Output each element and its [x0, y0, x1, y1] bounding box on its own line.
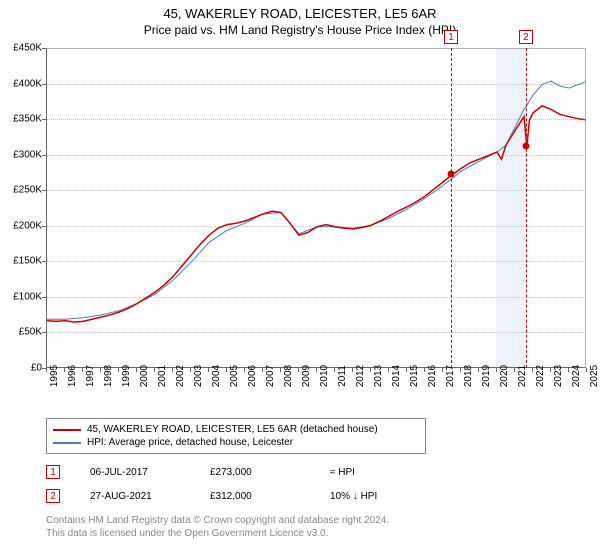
- event-diff-1: ≈ HPI: [330, 467, 440, 478]
- event-marker-box: 1: [444, 30, 458, 44]
- event-vline: [526, 48, 527, 368]
- xtick-label: 2006: [247, 365, 258, 387]
- event-vline: [451, 48, 452, 368]
- event-diff-2: 10% ↓ HPI: [330, 491, 440, 502]
- xtick-label: 2025: [589, 365, 600, 387]
- ytick-label: £100K: [13, 291, 42, 302]
- line-plot: [47, 49, 585, 367]
- event-row-1: 1 06-JUL-2017 £273,000 ≈ HPI: [46, 460, 440, 484]
- xtick-label: 2009: [301, 365, 312, 387]
- ytick-label: £450K: [13, 43, 42, 54]
- attribution: Contains HM Land Registry data © Crown c…: [46, 514, 389, 540]
- ytick-label: £250K: [13, 185, 42, 196]
- ytick-label: £300K: [13, 149, 42, 160]
- xtick-label: 2007: [265, 365, 276, 387]
- xtick-label: 1998: [103, 365, 114, 387]
- event-marker-1: 1: [46, 465, 60, 479]
- sale-point: [448, 170, 455, 177]
- attribution-line2: This data is licensed under the Open Gov…: [46, 527, 389, 540]
- down-arrow-icon: ↓: [353, 491, 358, 502]
- xtick-label: 2021: [517, 365, 528, 387]
- legend-swatch-hpi: [53, 442, 81, 444]
- chart-subtitle: Price paid vs. HM Land Registry's House …: [0, 21, 600, 41]
- xtick-label: 2014: [391, 365, 402, 387]
- xtick-label: 2011: [337, 365, 348, 387]
- legend-label-hpi: HPI: Average price, detached house, Leic…: [87, 437, 293, 448]
- xtick-label: 2001: [157, 365, 168, 387]
- attribution-line1: Contains HM Land Registry data © Crown c…: [46, 514, 389, 527]
- xtick-label: 2013: [373, 365, 384, 387]
- legend-swatch-property: [53, 429, 81, 431]
- xtick-label: 2005: [229, 365, 240, 387]
- ytick-label: £350K: [13, 114, 42, 125]
- xtick-label: 2019: [481, 365, 492, 387]
- xtick-label: 2017: [445, 365, 456, 387]
- series-property: [47, 106, 585, 322]
- legend-label-property: 45, WAKERLEY ROAD, LEICESTER, LE5 6AR (d…: [87, 424, 378, 435]
- chart-container: 45, WAKERLEY ROAD, LEICESTER, LE5 6AR Pr…: [0, 0, 600, 560]
- legend-item-property: 45, WAKERLEY ROAD, LEICESTER, LE5 6AR (d…: [53, 423, 419, 436]
- event-price-1: £273,000: [210, 467, 300, 478]
- chart-title: 45, WAKERLEY ROAD, LEICESTER, LE5 6AR: [0, 0, 600, 21]
- xtick-label: 2022: [535, 365, 546, 387]
- xtick-label: 2012: [355, 365, 366, 387]
- ytick-label: £0: [31, 363, 42, 374]
- xtick-label: 2024: [571, 365, 582, 387]
- legend: 45, WAKERLEY ROAD, LEICESTER, LE5 6AR (d…: [46, 418, 426, 454]
- xtick-label: 2010: [319, 365, 330, 387]
- event-date-1: 06-JUL-2017: [90, 467, 180, 478]
- ytick-label: £50K: [19, 327, 42, 338]
- xtick-label: 1999: [121, 365, 132, 387]
- legend-item-hpi: HPI: Average price, detached house, Leic…: [53, 436, 419, 449]
- xtick-label: 2004: [211, 365, 222, 387]
- ytick-label: £150K: [13, 256, 42, 267]
- xtick-label: 2016: [427, 365, 438, 387]
- xtick-label: 1996: [67, 365, 78, 387]
- xtick-label: 2023: [553, 365, 564, 387]
- xtick-label: 2018: [463, 365, 474, 387]
- sale-point: [522, 143, 529, 150]
- event-marker-box: 2: [519, 30, 533, 44]
- xtick-label: 1995: [49, 365, 60, 387]
- events-table: 1 06-JUL-2017 £273,000 ≈ HPI 2 27-AUG-20…: [46, 460, 440, 508]
- plot-area: [46, 48, 586, 368]
- event-row-2: 2 27-AUG-2021 £312,000 10% ↓ HPI: [46, 484, 440, 508]
- xtick-label: 2008: [283, 365, 294, 387]
- event-price-2: £312,000: [210, 491, 300, 502]
- xtick-label: 2020: [499, 365, 510, 387]
- xtick-label: 2000: [139, 365, 150, 387]
- event-date-2: 27-AUG-2021: [90, 491, 180, 502]
- xtick-label: 1997: [85, 365, 96, 387]
- ytick-label: £400K: [13, 78, 42, 89]
- event-marker-2: 2: [46, 489, 60, 503]
- series-hpi: [47, 81, 585, 319]
- xtick-label: 2003: [193, 365, 204, 387]
- xtick-label: 2002: [175, 365, 186, 387]
- ytick-label: £200K: [13, 220, 42, 231]
- xtick-label: 2015: [409, 365, 420, 387]
